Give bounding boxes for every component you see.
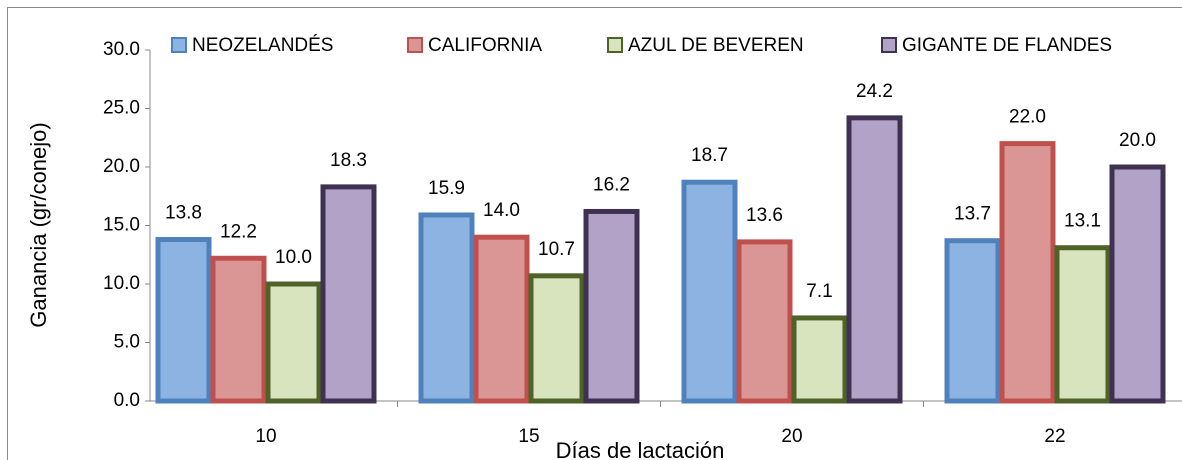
bar bbox=[210, 255, 267, 404]
bar bbox=[155, 237, 212, 404]
value-label: 18.7 bbox=[691, 145, 728, 166]
legend-swatch bbox=[171, 37, 187, 53]
value-label: 12.2 bbox=[220, 221, 257, 242]
y-axis-title: Ganancia (gr/conejo) bbox=[26, 122, 51, 327]
bar bbox=[583, 208, 640, 404]
x-axis-title: Días de lactación bbox=[556, 438, 725, 460]
bar bbox=[265, 281, 322, 404]
bar bbox=[736, 239, 793, 404]
bar bbox=[418, 212, 475, 404]
value-label: 10.0 bbox=[275, 247, 312, 268]
value-label: 10.7 bbox=[538, 239, 575, 260]
bar bbox=[1054, 245, 1111, 404]
legend-label: AZUL DE BEVEREN bbox=[628, 35, 804, 56]
legend-swatch bbox=[881, 37, 897, 53]
y-tick-label: 0.0 bbox=[114, 390, 140, 411]
chart-border bbox=[7, 7, 1182, 460]
y-tick-label: 25.0 bbox=[103, 98, 140, 119]
legend-label: NEOZELANDÉS bbox=[192, 35, 333, 56]
value-label: 13.1 bbox=[1064, 211, 1101, 232]
bar bbox=[999, 141, 1056, 404]
value-label: 22.0 bbox=[1009, 107, 1046, 128]
legend-label: CALIFORNIA bbox=[428, 35, 542, 56]
bar bbox=[473, 234, 530, 404]
legend-swatch bbox=[607, 37, 623, 53]
bar bbox=[944, 238, 1001, 404]
y-tick-label: 10.0 bbox=[103, 273, 140, 294]
value-label: 15.9 bbox=[428, 178, 465, 199]
bar bbox=[528, 273, 585, 404]
y-tick-label: 20.0 bbox=[103, 156, 140, 177]
y-tick-label: 5.0 bbox=[114, 332, 140, 353]
bar bbox=[846, 115, 903, 404]
legend-swatch bbox=[407, 37, 423, 53]
x-tick-label: 15 bbox=[518, 426, 539, 447]
value-label: 13.7 bbox=[954, 204, 991, 225]
bar bbox=[681, 179, 738, 404]
y-tick-label: 15.0 bbox=[103, 215, 140, 236]
x-tick-label: 22 bbox=[1044, 426, 1065, 447]
value-label: 13.8 bbox=[165, 203, 202, 224]
bar bbox=[1109, 164, 1166, 404]
x-tick-label: 20 bbox=[781, 426, 802, 447]
value-label: 14.0 bbox=[483, 200, 520, 221]
x-tick-label: 10 bbox=[255, 426, 276, 447]
bar bbox=[320, 184, 377, 404]
value-label: 24.2 bbox=[856, 81, 893, 102]
bar bbox=[791, 315, 848, 404]
legend-label: GIGANTE DE FLANDES bbox=[902, 35, 1112, 56]
value-label: 20.0 bbox=[1119, 130, 1156, 151]
value-label: 18.3 bbox=[330, 150, 367, 171]
y-tick-label: 30.0 bbox=[103, 39, 140, 60]
value-label: 13.6 bbox=[746, 205, 783, 226]
value-label: 16.2 bbox=[593, 174, 630, 195]
value-label: 7.1 bbox=[806, 281, 832, 302]
